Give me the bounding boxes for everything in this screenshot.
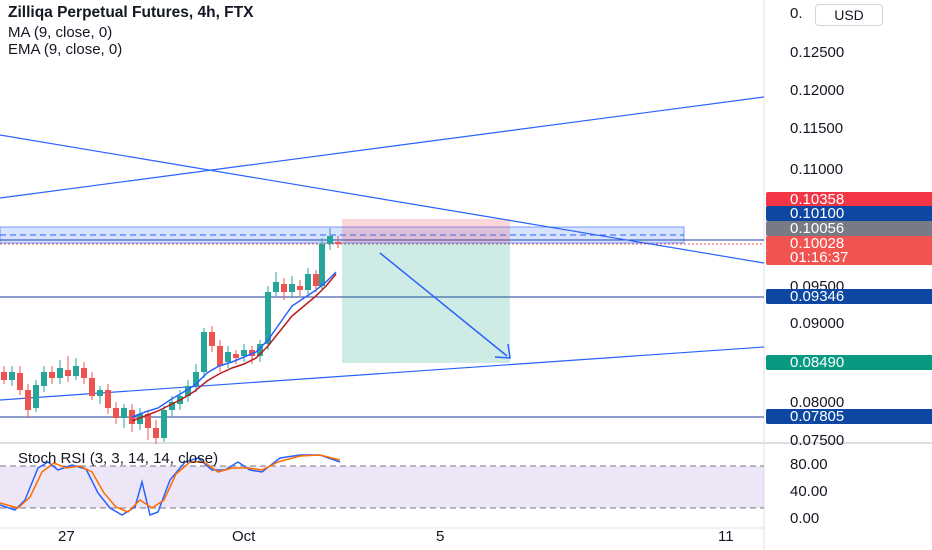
candle-body[interactable] [65, 370, 71, 376]
candle-body[interactable] [313, 274, 319, 286]
ma-legend[interactable]: MA (9, close, 0) [8, 24, 113, 41]
price-badge: 0.10358 [766, 192, 932, 207]
candle-body[interactable] [33, 385, 39, 408]
price-badge: 0.10028 [766, 236, 932, 251]
candle-body[interactable] [319, 244, 325, 286]
price-tick: 0.12000 [790, 82, 845, 99]
trend-line-support[interactable] [0, 346, 765, 401]
stoch-tick: 40.00 [790, 483, 828, 500]
trend-line-descending[interactable] [0, 134, 765, 264]
arrow-head [494, 343, 511, 359]
time-tick: 11 [718, 528, 734, 545]
candle-body[interactable] [25, 390, 31, 410]
candle-body[interactable] [81, 368, 87, 378]
candle-body[interactable] [209, 332, 215, 346]
chart-title: Zilliqa Perpetual Futures, 4h, FTX [8, 4, 254, 21]
price-badge: 0.10056 [766, 221, 932, 236]
candle-body[interactable] [257, 344, 263, 356]
position-stop-zone[interactable] [342, 219, 510, 243]
price-tick: 0.07500 [790, 432, 845, 449]
candle-body[interactable] [57, 368, 63, 378]
candle-body[interactable] [161, 410, 167, 438]
candle-body[interactable] [185, 386, 191, 396]
candle-body[interactable] [273, 282, 279, 292]
candle-body[interactable] [73, 366, 79, 376]
ema-legend[interactable]: EMA (9, close, 0) [8, 41, 123, 58]
stoch-rsi-legend[interactable]: Stoch RSI (3, 3, 14, 14, close) [18, 450, 219, 467]
ema-line[interactable] [131, 273, 337, 422]
candle-body[interactable] [105, 390, 111, 408]
candle-body[interactable] [225, 352, 231, 362]
price-tick: 0.12500 [790, 44, 845, 61]
price-badge: 0.09346 [766, 289, 932, 304]
candle-body[interactable] [289, 284, 295, 292]
time-tick: 5 [436, 528, 445, 545]
candle-body[interactable] [121, 408, 127, 418]
candle-body[interactable] [17, 373, 23, 390]
candle-body[interactable] [201, 332, 207, 372]
candle-body[interactable] [265, 292, 271, 344]
forecast-arrow[interactable] [379, 252, 508, 357]
price-tick-top: 0. [790, 5, 803, 22]
price-badge: 0.07805 [766, 409, 932, 424]
candle-body[interactable] [41, 372, 47, 386]
candle-body[interactable] [335, 242, 341, 244]
currency-button[interactable]: USD [815, 4, 883, 26]
candle-body[interactable] [169, 402, 175, 410]
stoch-tick: 80.00 [790, 456, 828, 473]
candle-body[interactable] [113, 408, 119, 418]
candle-body[interactable] [305, 274, 311, 290]
time-tick: 27 [58, 528, 75, 545]
price-badge: 0.10100 [766, 206, 932, 221]
candle-body[interactable] [137, 414, 143, 424]
candle-body[interactable] [1, 372, 7, 380]
candle-body[interactable] [49, 372, 55, 378]
stoch-band [0, 466, 764, 508]
trend-line-upper[interactable] [0, 96, 765, 199]
candle-body[interactable] [145, 414, 151, 428]
candle-body[interactable] [89, 378, 95, 396]
candle-body[interactable] [97, 390, 103, 396]
price-tick: 0.11000 [790, 161, 844, 178]
candle-body[interactable] [153, 428, 159, 438]
candle-body[interactable] [241, 350, 247, 356]
price-tick: 0.09000 [790, 315, 845, 332]
candle-body[interactable] [9, 372, 15, 380]
candle-body[interactable] [233, 354, 239, 358]
stoch-tick: 0.00 [790, 510, 820, 527]
candles [1, 228, 341, 444]
price-tick: 0.11500 [790, 120, 844, 137]
price-tick: 0.08000 [790, 394, 845, 411]
candle-body[interactable] [193, 372, 199, 386]
price-badge: 01:16:37 [766, 250, 932, 265]
position-target-zone[interactable] [342, 243, 510, 363]
candle-body[interactable] [297, 286, 303, 290]
time-tick: Oct [232, 528, 256, 545]
candle-body[interactable] [217, 346, 223, 366]
ma-line[interactable] [131, 271, 337, 418]
stoch-d-line[interactable] [0, 454, 341, 513]
price-badge: 0.08490 [766, 355, 932, 370]
candle-body[interactable] [281, 284, 287, 292]
candle-body[interactable] [327, 236, 333, 244]
